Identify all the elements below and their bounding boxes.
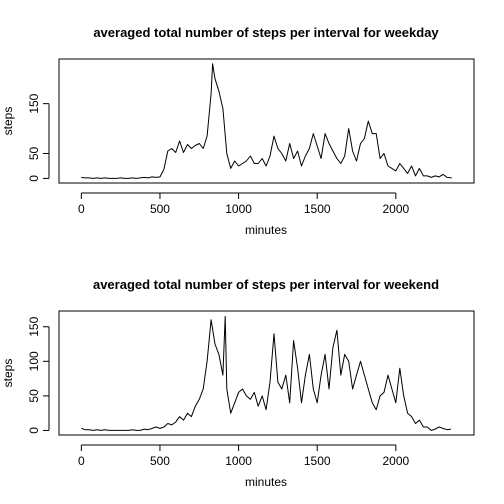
y-tick-label: 150 xyxy=(27,316,41,336)
chart-title: averaged total number of steps per inter… xyxy=(93,25,439,40)
series-line xyxy=(81,63,452,179)
x-tick-label: 0 xyxy=(78,202,85,216)
weekend-panel: averaged total number of steps per inter… xyxy=(1,277,475,489)
y-tick-label: 150 xyxy=(27,93,41,113)
y-tick-label: 50 xyxy=(27,389,41,403)
x-axis-label: minutes xyxy=(245,475,287,489)
y-tick-label: 0 xyxy=(27,427,41,434)
chart-title: averaged total number of steps per inter… xyxy=(93,277,439,292)
x-tick-label: 1000 xyxy=(225,454,252,468)
x-axis-label: minutes xyxy=(245,223,287,237)
x-tick-label: 500 xyxy=(150,454,170,468)
y-axis-label: steps xyxy=(1,359,15,388)
x-tick-label: 1500 xyxy=(304,202,331,216)
series-line xyxy=(81,315,451,431)
plot-frame xyxy=(58,58,475,184)
y-tick-label: 50 xyxy=(27,147,41,161)
x-tick-label: 2000 xyxy=(382,202,409,216)
x-tick-label: 500 xyxy=(150,202,170,216)
plot-frame xyxy=(58,310,475,436)
y-tick-label: 100 xyxy=(27,351,41,371)
x-tick-label: 0 xyxy=(78,454,85,468)
x-tick-label: 1000 xyxy=(225,202,252,216)
weekday-panel: averaged total number of steps per inter… xyxy=(1,25,475,237)
x-tick-label: 1500 xyxy=(304,454,331,468)
y-tick-label: 0 xyxy=(27,175,41,182)
x-tick-label: 2000 xyxy=(382,454,409,468)
y-axis-label: steps xyxy=(1,107,15,136)
